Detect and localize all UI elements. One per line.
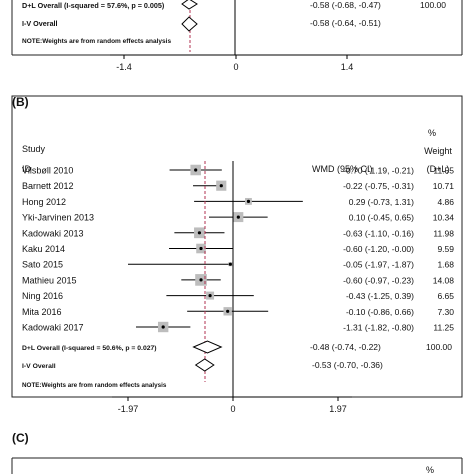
study-weight: 7.30 bbox=[437, 307, 454, 317]
study-point bbox=[236, 215, 240, 219]
study-name: Ning 2016 bbox=[22, 291, 63, 301]
header-weight-pct: % bbox=[428, 128, 436, 138]
panel-a-tick-label: 1.4 bbox=[341, 62, 354, 72]
study-point bbox=[197, 231, 202, 235]
panel-a-iv-overall-label: I-V Overall bbox=[22, 19, 58, 28]
study-weight: 11.98 bbox=[433, 228, 454, 238]
study-point bbox=[226, 309, 230, 313]
study-name: Mathieu 2015 bbox=[22, 275, 77, 285]
study-effect: -0.70 (-1.19, -0.21) bbox=[343, 166, 414, 176]
study-weight: 10.34 bbox=[433, 213, 455, 223]
study-effect: -1.31 (-1.82, -0.80) bbox=[343, 323, 414, 333]
study-weight: 4.86 bbox=[437, 197, 454, 207]
panel-a-note: NOTE:Weights are from random effects ana… bbox=[22, 38, 171, 45]
panel-b-pooled bbox=[192, 340, 223, 372]
study-effect: -0.10 (-0.86, 0.66) bbox=[346, 307, 414, 317]
study-point bbox=[219, 184, 223, 188]
panel-a-tick-label: 0 bbox=[233, 62, 238, 72]
study-point bbox=[194, 168, 198, 172]
panel-a: D+L Overall (I-squared = 57.6%, p = 0.00… bbox=[11, 0, 463, 72]
study-point bbox=[208, 294, 212, 298]
study-effect: -0.22 (-0.75, -0.31) bbox=[343, 181, 414, 191]
panel-a-dl-overall-weight: 100.00 bbox=[420, 0, 446, 10]
panel-a-iv-overall-effect: -0.58 (-0.64, -0.51) bbox=[310, 18, 381, 28]
study-name: Hong 2012 bbox=[22, 197, 66, 207]
study-effect: -0.63 (-1.10, -0.16) bbox=[343, 228, 414, 238]
pooled-diamond bbox=[194, 358, 215, 372]
study-weight: 14.08 bbox=[433, 275, 455, 285]
panel-c-header-weight-pct: % bbox=[426, 465, 434, 474]
study-point bbox=[199, 278, 203, 282]
panel-b-dl-overall-effect: -0.48 (-0.74, -0.22) bbox=[310, 342, 381, 352]
panel-b-tick-label: 0 bbox=[230, 404, 235, 414]
panel-a-iv-diamond bbox=[181, 16, 198, 32]
study-point bbox=[246, 199, 251, 203]
study-name: Kadowaki 2017 bbox=[22, 323, 84, 333]
header-weight: Weight bbox=[424, 146, 452, 156]
pooled-diamond bbox=[192, 340, 223, 354]
study-name: Mita 2016 bbox=[22, 307, 62, 317]
study-weight: 10.71 bbox=[433, 181, 455, 191]
study-name: Kadowaki 2013 bbox=[22, 228, 84, 238]
study-effect: -0.43 (-1.25, 0.39) bbox=[346, 291, 414, 301]
panel-c: (C) % bbox=[11, 431, 463, 474]
study-name: Kaku 2014 bbox=[22, 244, 65, 254]
panel-b-dl-overall-label: D+L Overall (I-squared = 50.6%, p = 0.02… bbox=[22, 345, 157, 352]
study-weight: 6.65 bbox=[437, 291, 454, 301]
panel-b-note: NOTE:Weights are from random effects ana… bbox=[22, 382, 167, 389]
study-point bbox=[199, 246, 203, 251]
study-effect: -0.05 (-1.97, -1.87) bbox=[343, 260, 414, 270]
panel-b-dl-overall-weight: 100.00 bbox=[426, 342, 452, 352]
study-point bbox=[161, 325, 165, 329]
study-effect: 0.10 (-0.45, 0.65) bbox=[349, 213, 414, 223]
panel-b-study-rows: Vilsbøll 2010 -0.70 (-1.19, -0.21) 11.55 Ba… bbox=[22, 164, 455, 333]
study-name: Vilsbøll 2010 bbox=[22, 166, 73, 176]
study-weight: 11.55 bbox=[433, 166, 454, 176]
study-name: Yki-Jarvinen 2013 bbox=[22, 213, 94, 223]
panel-b-label: (B) bbox=[12, 95, 29, 109]
study-effect: -0.60 (-0.97, -0.23) bbox=[343, 275, 414, 285]
study-weight: 1.68 bbox=[437, 260, 454, 270]
panel-b-ticks: -1.97 0 1.97 bbox=[118, 397, 347, 414]
panel-b-iv-overall-effect: -0.53 (-0.70, -0.36) bbox=[312, 360, 383, 370]
header-id: ID bbox=[22, 164, 32, 174]
panel-c-label: (C) bbox=[12, 431, 29, 445]
panel-b: (B) Study ID WMD (95% CI) % Weight (D+L)… bbox=[11, 95, 463, 414]
panel-a-dl-overall-effect: -0.58 (-0.68, -0.47) bbox=[310, 0, 381, 10]
study-effect: -0.60 (-1.20, -0.00) bbox=[343, 244, 414, 254]
panel-a-dl-diamond bbox=[181, 0, 198, 10]
study-name: Sato 2015 bbox=[22, 260, 63, 270]
header-weight-dl: (D+L) bbox=[427, 164, 450, 174]
study-weight: 11.25 bbox=[433, 323, 454, 333]
study-effect: 0.29 (-0.73, 1.31) bbox=[349, 197, 414, 207]
panel-b-tick-label: 1.97 bbox=[329, 404, 347, 414]
panel-b-iv-overall-label: I-V Overall bbox=[22, 363, 56, 370]
panel-a-tick-label: -1.4 bbox=[116, 62, 132, 72]
panel-b-tick-label: -1.97 bbox=[118, 404, 139, 414]
study-weight: 9.59 bbox=[437, 244, 454, 254]
header-effect: WMD (95% CI) bbox=[312, 164, 373, 174]
panel-a-dl-overall-label: D+L Overall (I-squared = 57.6%, p = 0.00… bbox=[22, 1, 165, 10]
study-name: Barnett 2012 bbox=[22, 181, 74, 191]
header-study: Study bbox=[22, 144, 46, 154]
study-point bbox=[228, 262, 232, 266]
